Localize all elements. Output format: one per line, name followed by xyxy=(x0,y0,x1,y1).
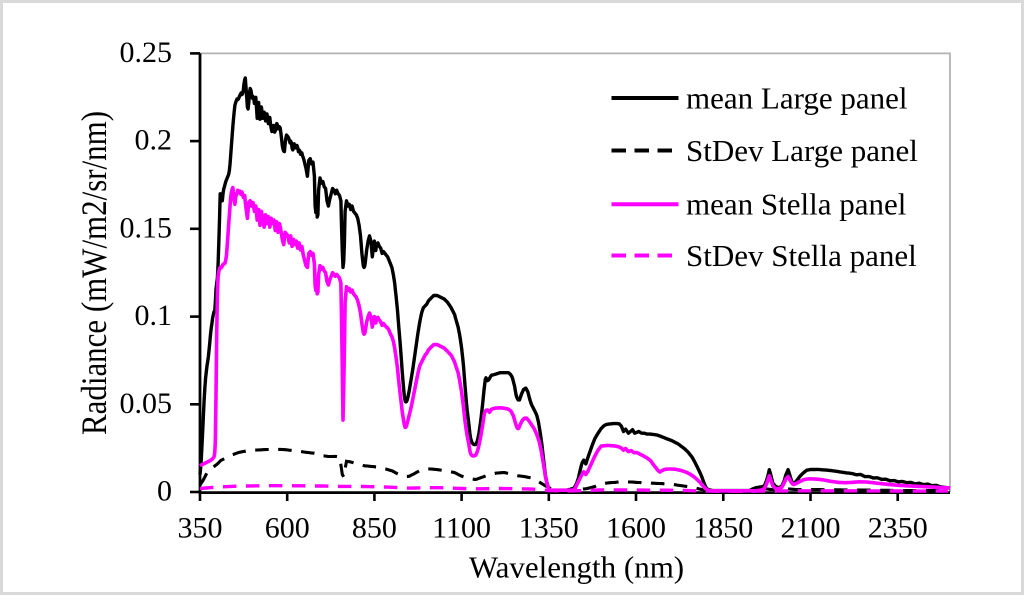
svg-text:1100: 1100 xyxy=(432,512,491,545)
svg-text:mean Large panel: mean Large panel xyxy=(686,81,907,116)
svg-text:0.25: 0.25 xyxy=(120,36,173,69)
svg-text:2100: 2100 xyxy=(781,512,841,545)
svg-text:2350: 2350 xyxy=(868,512,928,545)
svg-text:0.1: 0.1 xyxy=(135,299,173,332)
svg-text:0: 0 xyxy=(157,475,172,508)
svg-text:0.2: 0.2 xyxy=(135,124,173,157)
svg-text:1850: 1850 xyxy=(693,512,753,545)
svg-text:350: 350 xyxy=(178,512,223,545)
svg-text:StDev Stella panel: StDev Stella panel xyxy=(686,238,917,273)
svg-text:600: 600 xyxy=(265,512,310,545)
svg-text:850: 850 xyxy=(352,512,397,545)
svg-text:Radiance (mW/m2/sr/nm): Radiance (mW/m2/sr/nm) xyxy=(75,111,115,435)
svg-text:1600: 1600 xyxy=(606,512,666,545)
svg-text:StDev Large panel: StDev Large panel xyxy=(686,133,918,168)
svg-text:0.05: 0.05 xyxy=(120,387,173,420)
svg-text:Wavelength (nm): Wavelength (nm) xyxy=(469,550,684,585)
svg-text:mean Stella panel: mean Stella panel xyxy=(686,187,906,222)
svg-text:0.15: 0.15 xyxy=(120,211,173,244)
svg-text:1350: 1350 xyxy=(519,512,579,545)
